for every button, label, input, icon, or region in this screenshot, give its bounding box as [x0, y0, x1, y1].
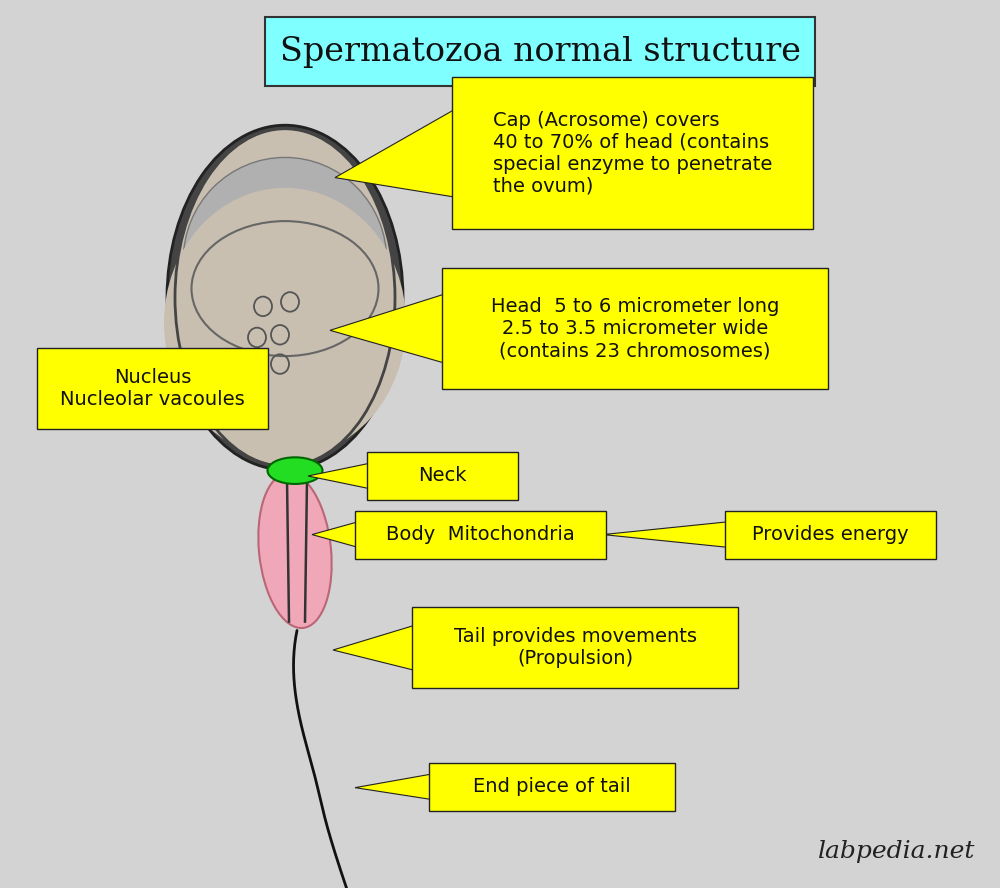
FancyBboxPatch shape [452, 77, 813, 229]
FancyBboxPatch shape [442, 268, 828, 389]
Ellipse shape [258, 473, 332, 628]
Text: Tail provides movements
(Propulsion): Tail provides movements (Propulsion) [454, 627, 696, 669]
Polygon shape [308, 464, 370, 488]
Text: Body  Mitochondria: Body Mitochondria [386, 525, 575, 544]
FancyBboxPatch shape [355, 511, 606, 559]
Polygon shape [312, 522, 358, 547]
Text: labpedia.net: labpedia.net [818, 840, 975, 863]
Text: End piece of tail: End piece of tail [473, 777, 631, 797]
Polygon shape [330, 294, 445, 363]
Text: Neck: Neck [418, 466, 467, 486]
FancyBboxPatch shape [429, 763, 675, 811]
Text: Provides energy: Provides energy [752, 525, 909, 544]
Text: Head  5 to 6 micrometer long
2.5 to 3.5 micrometer wide
(contains 23 chromosomes: Head 5 to 6 micrometer long 2.5 to 3.5 m… [491, 297, 779, 360]
Polygon shape [335, 109, 455, 197]
Text: Spermatozoa normal structure: Spermatozoa normal structure [280, 36, 800, 67]
Ellipse shape [268, 457, 322, 484]
Polygon shape [333, 625, 415, 670]
FancyBboxPatch shape [412, 607, 738, 688]
FancyBboxPatch shape [37, 348, 268, 429]
Polygon shape [355, 774, 432, 799]
Polygon shape [603, 522, 728, 547]
Text: Nucleus
Nucleolar vacoules: Nucleus Nucleolar vacoules [60, 368, 245, 409]
Text: Cap (Acrosome) covers
40 to 70% of head (contains
special enzyme to penetrate
th: Cap (Acrosome) covers 40 to 70% of head … [493, 111, 772, 195]
FancyBboxPatch shape [265, 17, 815, 86]
FancyBboxPatch shape [725, 511, 936, 559]
Ellipse shape [164, 188, 406, 458]
Ellipse shape [183, 157, 387, 363]
Ellipse shape [167, 125, 403, 470]
Ellipse shape [175, 129, 395, 466]
Polygon shape [248, 366, 265, 411]
FancyBboxPatch shape [367, 452, 518, 500]
